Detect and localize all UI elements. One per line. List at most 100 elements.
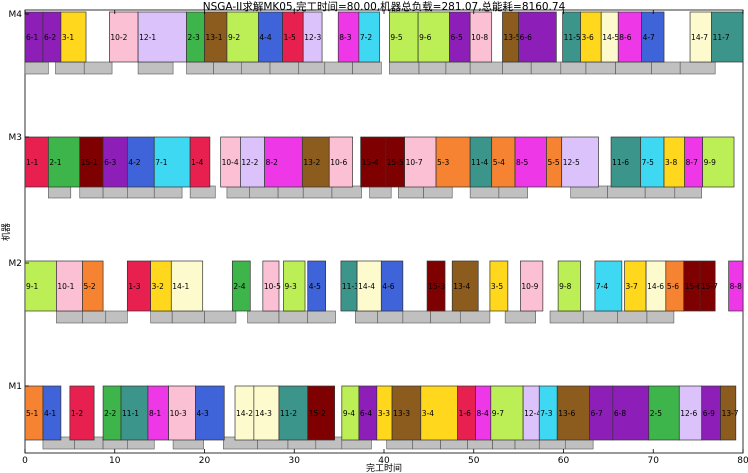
task-bar: 7-4 <box>595 261 622 311</box>
setup-bar <box>190 186 215 198</box>
task-label: 9-3 <box>284 282 296 291</box>
task-label: 11-5 <box>564 33 581 42</box>
task-label: 8-2 <box>266 158 278 167</box>
task-label: 10-8 <box>471 33 488 42</box>
setup-bar <box>151 311 173 323</box>
task-label: 4-1 <box>44 409 56 418</box>
task-label: 15-1 <box>81 158 98 167</box>
task-label: 6-2 <box>44 33 56 42</box>
setup-bar <box>403 311 431 323</box>
task-label: 6-7 <box>591 409 603 418</box>
setup-bar <box>80 186 103 198</box>
task-bar: 10-3 <box>169 386 196 440</box>
task-label: 8-8 <box>730 282 742 291</box>
task-bar: 3-2 <box>151 261 172 311</box>
setup-bar <box>446 62 470 74</box>
task-bar: 13-2 <box>302 137 329 187</box>
setup-bar <box>389 62 419 74</box>
task-label: 6-8 <box>614 409 626 418</box>
task-label: 11-2 <box>280 409 297 418</box>
task-label: 13-2 <box>303 158 320 167</box>
setup-bar <box>583 311 617 323</box>
task-bar: 5-1 <box>25 386 43 440</box>
task-bar: 9-8 <box>558 261 580 311</box>
setup-bar <box>617 311 647 323</box>
task-bar: 6-5 <box>450 12 471 62</box>
task-label: 9-4 <box>343 409 355 418</box>
task-bar: 10-1 <box>56 261 82 311</box>
task-label: 9-9 <box>704 158 716 167</box>
setup-bar <box>325 62 353 74</box>
setup-bar <box>227 186 249 198</box>
task-label: 13-4 <box>453 282 470 291</box>
task-label: 3-3 <box>378 409 390 418</box>
task-label: 13-1 <box>206 33 223 42</box>
task-label: 8-7 <box>686 158 698 167</box>
task-bar: 5-3 <box>436 137 470 187</box>
task-bar: 4-4 <box>258 12 282 62</box>
task-bar: 15-7 <box>700 261 718 311</box>
task-bar: 11-6 <box>611 137 641 187</box>
task-bar: 3-7 <box>625 261 647 311</box>
setup-bar <box>270 62 299 74</box>
setup-bar <box>531 62 561 74</box>
task-bar: 9-2 <box>227 12 258 62</box>
task-label: 2-4 <box>233 282 245 291</box>
task-bar: 11-7 <box>712 12 743 62</box>
task-label: 11-6 <box>612 158 629 167</box>
task-label: 7-4 <box>596 282 608 291</box>
setup-bar <box>571 186 608 198</box>
task-bar: 10-6 <box>329 137 352 187</box>
task-bar: 9-5 <box>389 12 418 62</box>
task-bar: 9-3 <box>283 261 305 311</box>
task-label: 5-5 <box>547 158 559 167</box>
task-bar: 3-4 <box>421 386 458 440</box>
task-bar: 11-3 <box>341 261 359 311</box>
task-label: 10-9 <box>521 282 538 291</box>
task-bar: 13-4 <box>452 261 478 311</box>
task-label: 3-6 <box>582 33 594 42</box>
x-tick-label: 50 <box>468 456 480 466</box>
task-label: 3-2 <box>152 282 164 291</box>
task-bar: 12-4 <box>523 386 541 440</box>
setup-bar <box>470 62 502 74</box>
setup-bar <box>25 62 48 74</box>
task-bar: 9-7 <box>491 386 523 440</box>
task-bar: 10-5 <box>263 261 281 311</box>
task-bar: 4-3 <box>196 386 225 440</box>
task-bar: 8-2 <box>265 137 303 187</box>
task-bars: 5-1 4-1 1-2 2-2 11-1 8-1 10-3 4-3 14-2 14-3 11-2 15… <box>25 12 743 440</box>
task-bar: 5-4 <box>492 137 515 187</box>
task-bar: 14-4 <box>357 261 381 311</box>
setup-bar <box>241 62 270 74</box>
task-bar: 10-7 <box>405 137 436 187</box>
task-bar: 11-5 <box>563 12 581 62</box>
task-bar: 4-1 <box>43 386 61 440</box>
task-label: 4-3 <box>197 409 209 418</box>
task-label: 11-3 <box>342 282 359 291</box>
task-label: 10-7 <box>406 158 423 167</box>
setup-bar <box>138 62 173 74</box>
task-bar: 6-4 <box>359 386 377 440</box>
task-bar: 7-3 <box>539 386 557 440</box>
task-bar: 14-7 <box>690 12 712 62</box>
task-label: 10-4 <box>222 158 239 167</box>
setup-bar <box>647 311 674 323</box>
task-label: 7-1 <box>155 158 167 167</box>
setup-bar <box>154 186 182 198</box>
y-tick-label: M3 <box>9 133 23 143</box>
task-label: 11-7 <box>713 33 730 42</box>
task-label: 14-7 <box>691 33 708 42</box>
setup-bar <box>353 62 382 74</box>
task-label: 2-3 <box>188 33 200 42</box>
task-label: 9-2 <box>228 33 240 42</box>
task-bar: 1-1 <box>25 137 48 187</box>
task-bar: 14-2 <box>235 386 254 440</box>
task-label: 6-1 <box>26 33 38 42</box>
task-label: 13-6 <box>558 409 575 418</box>
task-bar: 13-3 <box>392 386 421 440</box>
setup-bar <box>332 186 362 198</box>
task-label: 2-2 <box>104 409 116 418</box>
task-bar: 3-1 <box>61 12 86 62</box>
task-bar: 10-4 <box>221 137 241 187</box>
